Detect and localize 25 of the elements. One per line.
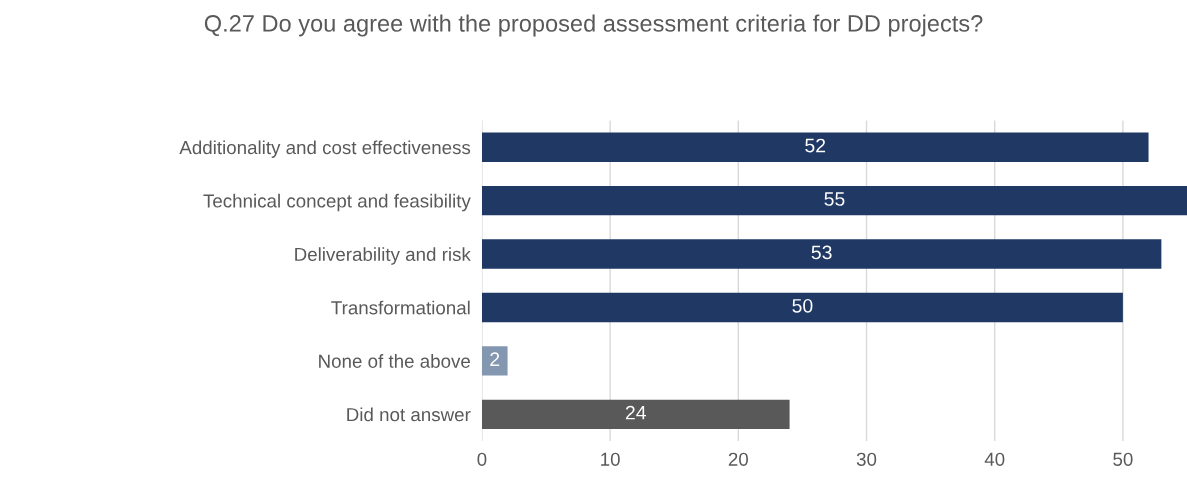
bar [481,292,1123,323]
bar [481,346,508,376]
x-tick-label: 30 [856,452,877,466]
x-tick-label: 10 [601,452,620,466]
y-tick-label: None of the above [319,354,470,368]
chart-title: Q.27 Do you agree with the proposed assessment criteria for DD projects? [204,14,983,37]
y-tick-label: Did not answer [347,407,471,422]
data-label: 24 [625,405,646,420]
data-label: 52 [805,138,826,153]
bar [481,399,790,430]
x-tick-label: 40 [984,452,1005,466]
x-tick-label: 20 [728,452,749,466]
bar [481,132,1149,162]
y-tick-label: Deliverability and risk [295,247,471,265]
bar [481,239,1162,269]
y-tick-label: Technical concept and feasibility [203,193,471,212]
y-tick-label: Additionality and cost effectiveness [179,140,471,158]
x-tick-label: 0 [477,452,487,466]
x-tick-label: 50 [1113,452,1133,466]
data-label: 53 [811,245,832,260]
data-label: 55 [824,192,845,206]
data-label: 2 [490,352,500,366]
data-label: 50 [792,298,813,313]
bar [481,185,1187,216]
y-tick-label: Transformational [331,300,470,315]
